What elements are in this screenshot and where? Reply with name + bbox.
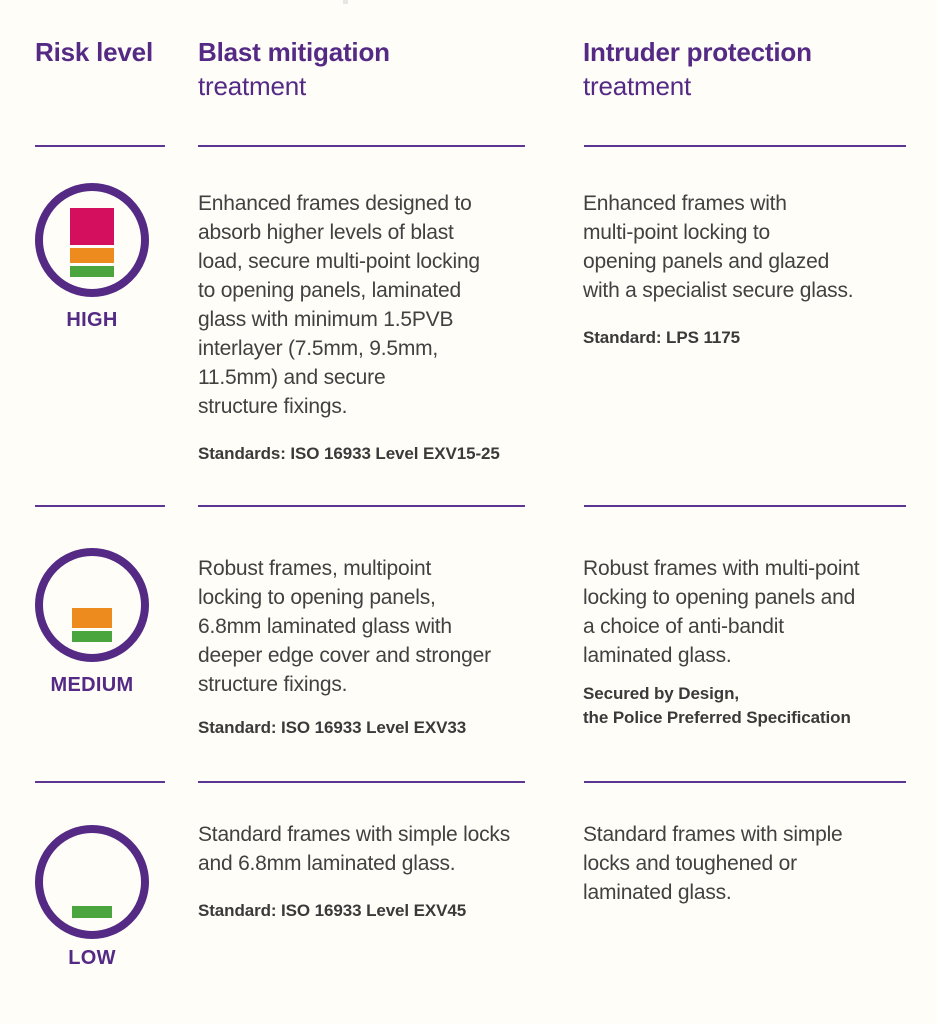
- blast-header-line1: Blast mitigation: [198, 37, 390, 67]
- risk-level-header-text: Risk level: [35, 37, 153, 67]
- text-line: locking to opening panels,: [198, 586, 436, 609]
- high-risk-icon: [35, 183, 149, 297]
- text-line: locking to opening panels and: [583, 586, 856, 609]
- blast-header-line2: treatment: [198, 71, 307, 101]
- column-header-risk-level: Risk level: [35, 35, 153, 69]
- divider-rule-col3: [584, 781, 906, 783]
- divider-rule-col3: [584, 505, 906, 507]
- text-line: Enhanced frames with: [583, 192, 787, 215]
- medium-label: MEDIUM: [50, 674, 134, 696]
- text-line: opening panels and glazed: [583, 250, 830, 273]
- text-line: to opening panels, laminated: [198, 279, 461, 302]
- low-blast-text: Standard frames with simple locks and 6.…: [198, 820, 510, 923]
- text-line: 11.5mm) and secure: [198, 366, 386, 389]
- crop-artifact: [343, 0, 348, 4]
- low-label: LOW: [68, 947, 116, 969]
- medium-blast-standard: Standard: ISO 16933 Level EXV33: [198, 718, 467, 737]
- column-header-intruder-protection: Intruder protection treatment: [583, 35, 812, 103]
- low-intruder-text: Standard frames with simple locks and to…: [583, 820, 843, 907]
- text-line: locks and toughened or: [583, 852, 797, 875]
- divider-rule-col2: [198, 505, 525, 507]
- high-intruder-standard: Standard: LPS 1175: [583, 328, 740, 347]
- text-line: Robust frames with multi-point: [583, 557, 860, 580]
- text-line: deeper edge cover and stronger: [198, 644, 491, 667]
- text-line: Standard frames with simple: [583, 823, 843, 846]
- high-blast-standard: Standards: ISO 16933 Level EXV15-25: [198, 444, 500, 463]
- high-blast-text: Enhanced frames designed to absorb highe…: [198, 189, 500, 466]
- divider-rule-col2: [198, 781, 525, 783]
- intruder-header-line2: treatment: [583, 71, 692, 101]
- high-crimson-bar: [70, 208, 114, 245]
- high-orange-bar: [70, 248, 114, 263]
- divider-rule-col1: [35, 781, 165, 783]
- text-line: multi-point locking to: [583, 221, 771, 244]
- text-line: absorb higher levels of blast: [198, 221, 454, 244]
- high-green-bar: [70, 266, 114, 277]
- text-line: glass with minimum 1.5PVB: [198, 308, 454, 331]
- high-intruder-text: Enhanced frames with multi-point locking…: [583, 189, 854, 350]
- text-line: Robust frames, multipoint: [198, 557, 432, 580]
- low-green-bar: [72, 906, 112, 918]
- text-line: and 6.8mm laminated glass.: [198, 852, 456, 875]
- text-line: load, secure multi-point locking: [198, 250, 480, 273]
- header-rule-col1: [35, 145, 165, 147]
- medium-intruder-standard-line1: Secured by Design,: [583, 684, 739, 703]
- medium-intruder-text: Robust frames with multi-point locking t…: [583, 554, 860, 730]
- medium-risk-icon: [35, 548, 149, 662]
- text-line: laminated glass.: [583, 644, 732, 667]
- intruder-header-line1: Intruder protection: [583, 37, 812, 67]
- header-rule-col2: [198, 145, 525, 147]
- header-rule-col3: [584, 145, 906, 147]
- text-line: structure fixings.: [198, 673, 348, 696]
- text-line: a choice of anti-bandit: [583, 615, 784, 638]
- high-label: HIGH: [66, 309, 118, 331]
- medium-orange-bar: [72, 608, 112, 628]
- low-blast-standard: Standard: ISO 16933 Level EXV45: [198, 901, 467, 920]
- column-header-blast-mitigation: Blast mitigation treatment: [198, 35, 390, 103]
- text-line: Standard frames with simple locks: [198, 823, 511, 846]
- text-line: laminated glass.: [583, 881, 732, 904]
- medium-blast-text: Robust frames, multipoint locking to ope…: [198, 554, 491, 740]
- divider-rule-col1: [35, 505, 165, 507]
- medium-green-bar: [72, 631, 112, 642]
- text-line: with a specialist secure glass.: [583, 279, 854, 302]
- medium-intruder-standard-line2: the Police Preferred Specification: [583, 708, 851, 727]
- text-line: interlayer (7.5mm, 9.5mm,: [198, 337, 439, 360]
- text-line: Enhanced frames designed to: [198, 192, 472, 215]
- text-line: structure fixings.: [198, 395, 348, 418]
- low-risk-icon: [35, 825, 149, 939]
- text-line: 6.8mm laminated glass with: [198, 615, 452, 638]
